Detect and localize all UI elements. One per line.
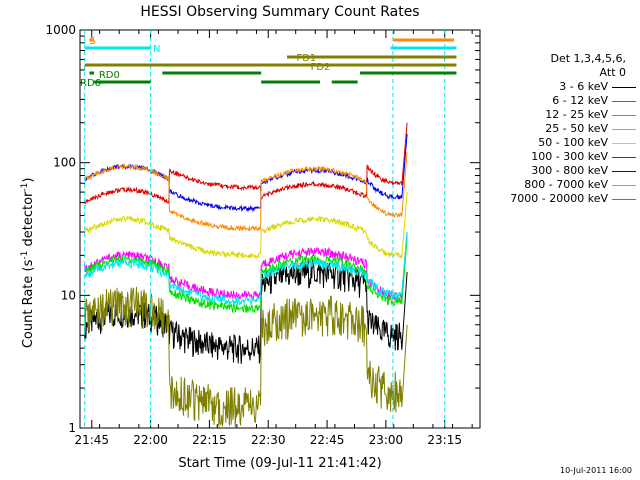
x-tick-label: 21:45 bbox=[74, 433, 109, 447]
x-axis-ticks: 21:45 22:00 22:15 22:30 22:45 23:00 23:15 bbox=[74, 30, 473, 447]
legend-entry: 12 - 25 keV bbox=[488, 108, 636, 122]
y-tick-label: 10 bbox=[61, 288, 76, 302]
x-tick-label: 22:45 bbox=[310, 433, 345, 447]
chart-title: HESSI Observing Summary Count Rates bbox=[140, 4, 420, 20]
y-axis-label: Count Rate (s-1 detector-1) bbox=[19, 177, 37, 349]
x-tick-label: 23:15 bbox=[427, 433, 462, 447]
legend-swatch bbox=[612, 198, 636, 200]
series-line bbox=[84, 122, 408, 205]
legend-swatch bbox=[612, 184, 636, 186]
x-tick-label: 23:00 bbox=[369, 433, 404, 447]
legend-entry: 7000 - 20000 keV bbox=[488, 192, 636, 206]
legend-label: 25 - 50 keV bbox=[545, 122, 608, 135]
legend-header-detectors: Det 1,3,4,5,6, bbox=[550, 52, 626, 65]
series-line bbox=[84, 133, 408, 213]
flag-label: RD6 bbox=[80, 78, 101, 89]
legend-label: 3 - 6 keV bbox=[559, 80, 608, 93]
series-line bbox=[84, 231, 408, 302]
x-tick-label: 22:15 bbox=[192, 433, 227, 447]
flag-label: FD2 bbox=[311, 62, 331, 73]
legend: Det 1,3,4,5,6, Att 0 3 - 6 keV 6 - 12 keV… bbox=[488, 52, 636, 206]
legend-label: 100 - 300 keV bbox=[531, 150, 608, 163]
y-tick-label: 1000 bbox=[45, 23, 76, 37]
legend-entry: 300 - 800 keV bbox=[488, 164, 636, 178]
legend-label: 7000 - 20000 keV bbox=[510, 192, 608, 205]
legend-swatch bbox=[612, 86, 636, 88]
flag-label: FD1 bbox=[296, 53, 316, 64]
legend-label: 300 - 800 keV bbox=[531, 164, 608, 177]
legend-entry: 25 - 50 keV bbox=[488, 122, 636, 136]
timestamp: 10-Jul-2011 16:00 bbox=[560, 466, 633, 475]
flag-label: RD0 bbox=[99, 70, 120, 81]
legend-swatch bbox=[612, 156, 636, 158]
y-tick-label: 100 bbox=[53, 156, 76, 170]
series-line bbox=[84, 231, 408, 306]
series-line bbox=[84, 152, 408, 232]
legend-entry: 3 - 6 keV bbox=[488, 80, 636, 94]
legend-label: 800 - 7000 keV bbox=[524, 178, 608, 191]
legend-entry: 50 - 100 keV bbox=[488, 136, 636, 150]
legend-label: 50 - 100 keV bbox=[538, 136, 608, 149]
legend-swatch bbox=[612, 170, 636, 172]
legend-swatch bbox=[612, 142, 636, 144]
y-tick-label: 1 bbox=[68, 421, 76, 435]
legend-label: 6 - 12 keV bbox=[552, 94, 608, 107]
flag-label: S bbox=[89, 36, 95, 47]
series-layer bbox=[84, 30, 446, 429]
legend-swatch bbox=[612, 128, 636, 130]
legend-header-attenuator: Att 0 bbox=[599, 66, 626, 79]
x-tick-label: 22:30 bbox=[251, 433, 286, 447]
legend-swatch bbox=[612, 114, 636, 116]
x-axis-label: Start Time (09-Jul-11 21:41:42) bbox=[178, 456, 382, 471]
flag-label: N bbox=[153, 44, 160, 55]
legend-label: 12 - 25 keV bbox=[545, 108, 608, 121]
legend-swatch bbox=[612, 100, 636, 102]
x-tick-label: 22:00 bbox=[133, 433, 168, 447]
legend-entry: 6 - 12 keV bbox=[488, 94, 636, 108]
series-line bbox=[84, 192, 408, 260]
plot-frame bbox=[79, 29, 481, 429]
legend-entry: 100 - 300 keV bbox=[488, 150, 636, 164]
series-line bbox=[84, 286, 408, 429]
legend-entry: 800 - 7000 keV bbox=[488, 178, 636, 192]
